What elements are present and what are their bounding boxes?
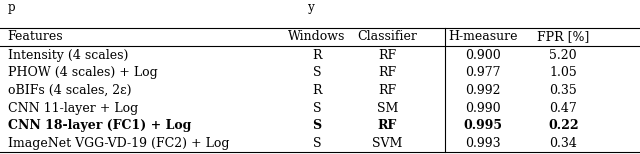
Text: 0.34: 0.34 (549, 137, 577, 150)
Text: Classifier: Classifier (357, 30, 417, 43)
Text: CNN 11-layer + Log: CNN 11-layer + Log (8, 102, 138, 115)
Text: 0.47: 0.47 (549, 102, 577, 115)
Text: R: R (312, 84, 321, 97)
Text: S: S (312, 66, 321, 79)
Text: FPR [%]: FPR [%] (537, 30, 589, 43)
Text: 0.22: 0.22 (548, 119, 579, 132)
Text: 0.993: 0.993 (465, 137, 501, 150)
Text: ImageNet VGG-VD-19 (FC2) + Log: ImageNet VGG-VD-19 (FC2) + Log (8, 137, 229, 150)
Text: S: S (312, 137, 321, 150)
Text: R: R (312, 49, 321, 62)
Text: SVM: SVM (372, 137, 403, 150)
Text: RF: RF (378, 119, 397, 132)
Text: RF: RF (378, 66, 396, 79)
Text: RF: RF (378, 49, 396, 62)
Text: 0.992: 0.992 (465, 84, 501, 97)
Text: SM: SM (376, 102, 398, 115)
Text: S: S (312, 119, 321, 132)
Text: 5.20: 5.20 (549, 49, 577, 62)
Text: RF: RF (378, 84, 396, 97)
Text: 0.900: 0.900 (465, 49, 501, 62)
Text: 0.990: 0.990 (465, 102, 501, 115)
Text: 0.977: 0.977 (465, 66, 501, 79)
Text: S: S (312, 102, 321, 115)
Text: 0.995: 0.995 (464, 119, 502, 132)
Text: H-measure: H-measure (449, 30, 518, 43)
Text: PHOW (4 scales) + Log: PHOW (4 scales) + Log (8, 66, 157, 79)
Text: 0.35: 0.35 (549, 84, 577, 97)
Text: oBIFs (4 scales, 2ε): oBIFs (4 scales, 2ε) (8, 84, 131, 97)
Text: 1.05: 1.05 (549, 66, 577, 79)
Text: CNN 18-layer (FC1) + Log: CNN 18-layer (FC1) + Log (8, 119, 191, 132)
Text: Intensity (4 scales): Intensity (4 scales) (8, 49, 128, 62)
Text: p                                                                              y: p y (8, 1, 314, 14)
Text: Features: Features (8, 30, 63, 43)
Text: Windows: Windows (288, 30, 346, 43)
